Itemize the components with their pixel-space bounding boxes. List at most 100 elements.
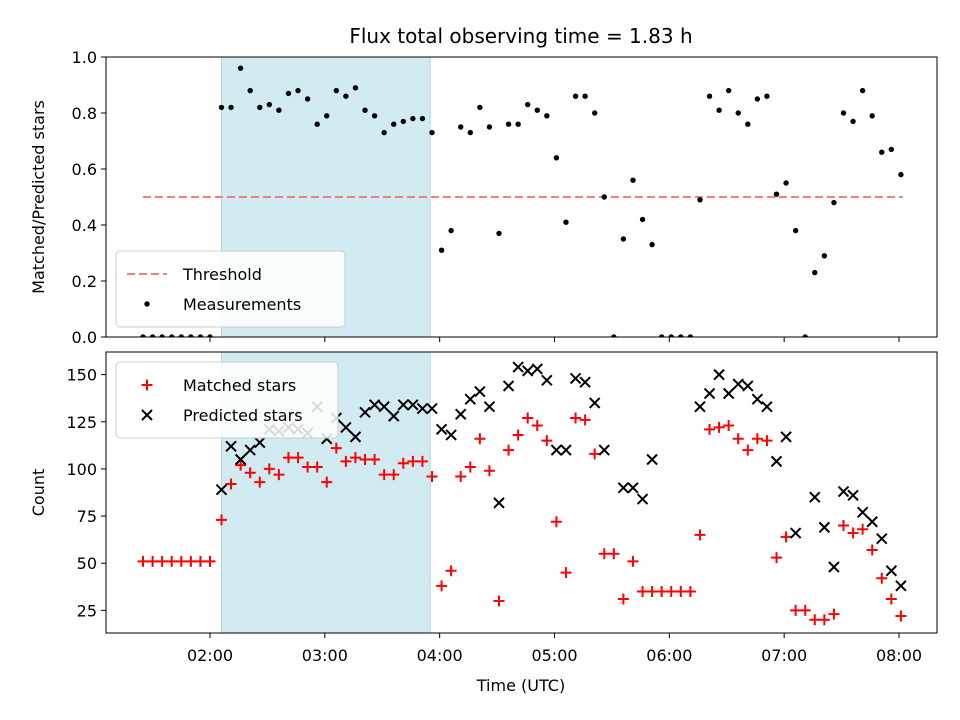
legend-swatch bbox=[141, 409, 153, 421]
data-point bbox=[185, 555, 197, 567]
data-point bbox=[732, 378, 744, 390]
legend: Matched stars Predicted stars bbox=[115, 361, 339, 439]
data-point bbox=[311, 461, 323, 473]
data-point bbox=[799, 604, 811, 616]
data-point bbox=[215, 514, 227, 526]
data-point bbox=[505, 121, 512, 127]
data-point bbox=[751, 433, 763, 445]
data-point bbox=[410, 115, 416, 122]
data-point bbox=[684, 586, 696, 598]
data-point bbox=[646, 453, 658, 466]
data-point bbox=[496, 230, 502, 237]
data-point bbox=[448, 227, 454, 234]
data-point bbox=[302, 461, 314, 473]
data-point bbox=[770, 455, 783, 468]
data-point bbox=[276, 107, 282, 113]
data-point bbox=[207, 334, 213, 337]
data-point bbox=[400, 118, 407, 125]
data-point bbox=[569, 372, 582, 385]
y-axis-label: Matched/Predicted stars bbox=[29, 100, 48, 294]
data-point bbox=[397, 457, 409, 469]
data-point bbox=[407, 455, 419, 467]
data-point bbox=[464, 461, 476, 473]
data-point bbox=[512, 429, 524, 441]
data-point bbox=[588, 397, 601, 409]
data-point bbox=[503, 444, 515, 456]
data-point bbox=[244, 467, 256, 479]
data-point bbox=[349, 452, 361, 464]
legend-label: Measurements bbox=[183, 295, 301, 314]
x-tick-label: 02:00 bbox=[187, 646, 233, 665]
data-point bbox=[780, 531, 792, 543]
data-point bbox=[761, 435, 773, 447]
y-tick-label: 1.0 bbox=[72, 48, 97, 67]
data-point bbox=[687, 334, 694, 337]
data-point bbox=[818, 521, 831, 534]
data-point bbox=[582, 93, 588, 99]
data-point bbox=[474, 385, 486, 398]
data-point bbox=[234, 453, 247, 466]
data-point bbox=[771, 552, 783, 564]
data-point bbox=[751, 393, 764, 405]
data-point bbox=[898, 171, 904, 178]
plot-area bbox=[140, 65, 904, 337]
data-point bbox=[895, 580, 907, 592]
legend-label: Threshold bbox=[182, 265, 262, 284]
x-tick-label: 06:00 bbox=[646, 646, 692, 665]
data-point bbox=[627, 482, 639, 494]
data-point bbox=[371, 113, 378, 119]
data-point bbox=[706, 93, 713, 99]
data-point bbox=[563, 219, 569, 225]
data-point bbox=[856, 506, 869, 519]
data-point bbox=[257, 104, 263, 111]
data-point bbox=[790, 604, 802, 616]
data-point bbox=[435, 423, 448, 436]
data-point bbox=[166, 555, 178, 567]
data-point bbox=[704, 423, 716, 435]
data-point bbox=[668, 334, 674, 337]
data-point bbox=[789, 527, 802, 539]
data-point bbox=[458, 124, 464, 130]
data-point bbox=[579, 414, 591, 426]
data-point bbox=[639, 216, 646, 223]
data-point bbox=[831, 199, 837, 206]
data-point bbox=[359, 453, 371, 465]
data-point bbox=[859, 87, 866, 94]
legend: Threshold Measurements bbox=[115, 250, 346, 328]
legend-box bbox=[115, 250, 346, 328]
data-point bbox=[369, 453, 381, 465]
data-point bbox=[876, 532, 888, 545]
data-point bbox=[837, 485, 850, 498]
data-point bbox=[531, 363, 543, 375]
data-point bbox=[352, 85, 359, 91]
data-point bbox=[285, 90, 292, 97]
data-point bbox=[694, 529, 706, 541]
data-point bbox=[263, 463, 275, 475]
data-point bbox=[649, 241, 655, 248]
data-point bbox=[178, 334, 184, 337]
data-point bbox=[169, 334, 175, 337]
data-point bbox=[550, 516, 562, 528]
data-point bbox=[340, 421, 352, 434]
data-point bbox=[742, 444, 754, 456]
data-point bbox=[156, 555, 168, 567]
data-point bbox=[225, 440, 237, 453]
y-tick-label: 0.6 bbox=[72, 160, 97, 179]
data-point bbox=[847, 489, 859, 502]
data-point bbox=[761, 400, 773, 413]
data-point bbox=[218, 104, 225, 111]
data-point bbox=[388, 410, 400, 422]
data-point bbox=[397, 399, 410, 411]
plot-area bbox=[137, 361, 907, 626]
data-point bbox=[840, 110, 847, 116]
data-point bbox=[713, 368, 725, 381]
data-point bbox=[175, 555, 187, 567]
data-point bbox=[215, 483, 228, 496]
data-point bbox=[140, 334, 146, 337]
y-tick-label: 75 bbox=[77, 507, 97, 526]
data-point bbox=[483, 465, 495, 477]
data-point bbox=[531, 420, 543, 432]
data-point bbox=[665, 586, 677, 598]
data-point bbox=[598, 548, 610, 560]
